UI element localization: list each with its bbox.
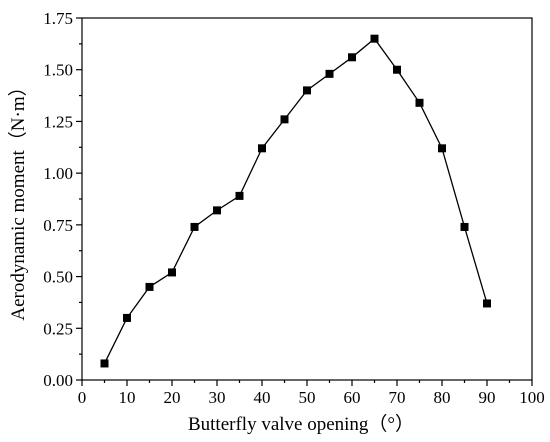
- data-point: [100, 359, 109, 368]
- y-tick-label: 1.50: [43, 61, 73, 80]
- x-tick-label: 20: [164, 388, 181, 407]
- data-point: [123, 313, 131, 322]
- data-point: [393, 65, 401, 74]
- data-point: [483, 299, 491, 308]
- x-tick-label: 80: [434, 388, 451, 407]
- y-tick-label: 0.00: [43, 371, 73, 390]
- x-tick-label: 50: [299, 388, 316, 407]
- y-tick-label: 1.75: [43, 9, 73, 28]
- data-point: [168, 268, 176, 277]
- y-tick-label: 1.25: [43, 112, 73, 131]
- data-point: [370, 34, 379, 43]
- x-tick-label: 10: [119, 388, 136, 407]
- series-line: [103, 37, 488, 364]
- x-tick-label: 60: [344, 388, 361, 407]
- x-tick-label: 0: [78, 388, 87, 407]
- y-tick-label: 1.00: [43, 164, 73, 183]
- data-point: [280, 115, 289, 124]
- data-point: [213, 206, 221, 215]
- x-axis-label: Butterfly valve opening（°）: [188, 413, 414, 435]
- data-point: [415, 98, 424, 107]
- data-point: [258, 144, 266, 153]
- data-point: [438, 144, 446, 153]
- x-tick-label: 40: [254, 388, 271, 407]
- series-layer: [100, 34, 491, 368]
- y-tick-label: 0.50: [43, 268, 73, 287]
- data-point: [460, 222, 469, 231]
- y-tick-label: 0.25: [43, 319, 73, 338]
- data-point: [325, 69, 334, 78]
- data-point: [145, 282, 154, 291]
- tick-labels: 0 10 20 30 40 50 60 70 80 90 100 0.00 0.25 0.50 0.75 1.…: [43, 9, 545, 407]
- data-point: [190, 222, 199, 231]
- data-point: [303, 86, 311, 95]
- x-tick-label: 100: [519, 388, 545, 407]
- x-tick-label: 90: [479, 388, 496, 407]
- x-tick-label: 70: [389, 388, 406, 407]
- data-point: [235, 191, 244, 200]
- y-axis-label: Aerodynamic moment（N·m）: [7, 77, 29, 320]
- x-tick-label: 30: [209, 388, 226, 407]
- y-tick-label: 0.75: [43, 216, 73, 235]
- data-point: [348, 53, 356, 62]
- plot-frame: [81, 17, 533, 381]
- axis-ticks: [76, 17, 533, 386]
